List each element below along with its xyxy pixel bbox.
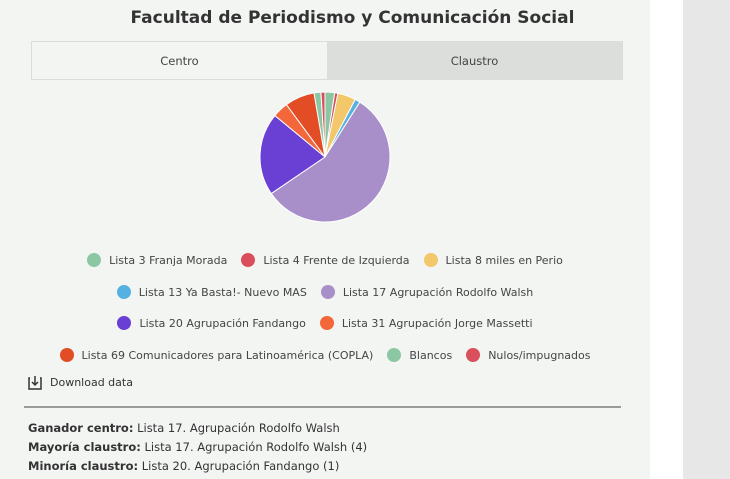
pie-slice[interactable] [259, 114, 326, 195]
ganador-centro-label: Ganador centro: [28, 421, 134, 435]
minoria-claustro-label: Minoría claustro: [28, 459, 139, 473]
legend-label: Nulos/impugnados [488, 348, 591, 362]
legend-item[interactable]: Lista 4 Frente de Izquierda [241, 253, 410, 267]
legend-swatch-icon [466, 348, 481, 362]
legend-item[interactable]: Lista 69 Comunicadores para Latinoaméric… [59, 348, 374, 362]
legend-row-1: Lista 3 Franja Morada Lista 4 Frente de … [0, 253, 650, 267]
legend-swatch-icon [59, 348, 74, 362]
legend-item[interactable]: Lista 31 Agrupación Jorge Massetti [319, 316, 533, 330]
legend-label: Blancos [409, 348, 453, 362]
right-margin [650, 0, 683, 479]
legend-row-2: Lista 13 Ya Basta!- Nuevo MAS Lista 17 A… [0, 285, 650, 299]
legend-label: Lista 31 Agrupación Jorge Massetti [341, 316, 533, 330]
legend-item[interactable]: Lista 13 Ya Basta!- Nuevo MAS [116, 285, 307, 299]
legend-swatch-icon [387, 348, 402, 362]
legend-label: Lista 3 Franja Morada [109, 253, 228, 267]
legend-label: Lista 4 Frente de Izquierda [263, 253, 410, 267]
legend-item[interactable]: Blancos [387, 348, 452, 362]
legend-row-3: Lista 20 Agrupación Fandango Lista 31 Ag… [0, 316, 650, 330]
minoria-claustro: Minoría claustro: Lista 20. Agrupación F… [28, 459, 339, 473]
download-icon [28, 376, 42, 390]
legend-row-4: Lista 69 Comunicadores para Latinoaméric… [0, 348, 650, 362]
legend-label: Lista 69 Comunicadores para Latinoaméric… [81, 348, 374, 362]
legend-item[interactable]: Lista 20 Agrupación Fandango [117, 316, 306, 330]
legend-item[interactable]: Lista 8 miles en Perio [423, 253, 563, 267]
download-label: Download data [50, 376, 133, 389]
side-panel [683, 0, 730, 479]
legend-item[interactable]: Lista 3 Franja Morada [87, 253, 227, 267]
legend-label: Lista 8 miles en Perio [445, 253, 563, 267]
legend-swatch-icon [319, 316, 334, 330]
pie-chart [259, 91, 391, 223]
pie-slice[interactable] [270, 101, 391, 223]
tab-claustro[interactable]: Claustro [327, 42, 622, 79]
minoria-claustro-value: Lista 20. Agrupación Fandango (1) [138, 459, 340, 473]
mayoria-claustro-value: Lista 17. Agrupación Rodolfo Walsh (4) [140, 440, 368, 454]
legend-label: Lista 17 Agrupación Rodolfo Walsh [342, 285, 534, 299]
legend-item[interactable]: Nulos/impugnados [466, 348, 590, 362]
pie-slice[interactable] [320, 91, 326, 158]
divider [24, 406, 621, 408]
legend-swatch-icon [117, 316, 132, 330]
legend-label: Lista 13 Ya Basta!- Nuevo MAS [138, 285, 307, 299]
tab-bar: Centro Claustro [31, 41, 623, 80]
download-data-link[interactable]: Download data [28, 375, 133, 390]
legend-label: Lista 20 Agrupación Fandango [139, 316, 306, 330]
mayoria-claustro-label: Mayoría claustro: [28, 440, 141, 454]
legend-item[interactable]: Lista 17 Agrupación Rodolfo Walsh [320, 285, 534, 299]
ganador-centro-value: Lista 17. Agrupación Rodolfo Walsh [133, 421, 340, 435]
legend-swatch-icon [87, 253, 102, 267]
legend-swatch-icon [241, 253, 256, 267]
legend-swatch-icon [116, 285, 131, 299]
ganador-centro: Ganador centro: Lista 17. Agrupación Rod… [28, 421, 340, 435]
legend-swatch-icon [320, 285, 335, 299]
page-title: Facultad de Periodismo y Comunicación So… [130, 8, 575, 28]
results-card: Facultad de Periodismo y Comunicación So… [0, 8, 650, 473]
tab-centro[interactable]: Centro [32, 42, 327, 79]
legend-swatch-icon [423, 253, 438, 267]
mayoria-claustro: Mayoría claustro: Lista 17. Agrupación R… [28, 440, 367, 454]
